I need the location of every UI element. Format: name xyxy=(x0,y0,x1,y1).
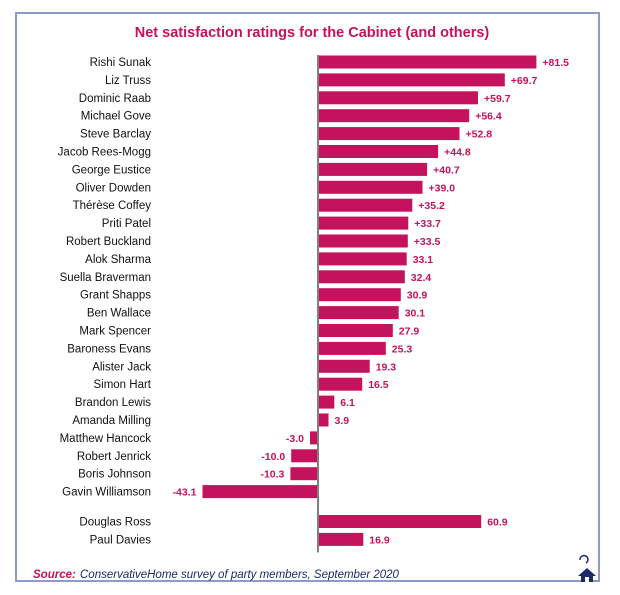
category-label: Brandon Lewis xyxy=(75,397,151,409)
value-label: 33.1 xyxy=(413,254,434,266)
bar xyxy=(318,395,335,409)
value-label: 6.1 xyxy=(340,397,355,409)
category-label: Michael Gove xyxy=(81,111,151,123)
bar xyxy=(318,515,482,528)
bar xyxy=(318,324,393,337)
value-label: 19.3 xyxy=(376,361,397,373)
source-text: ConservativeHome survey of party members… xyxy=(80,569,400,581)
value-label: +33.5 xyxy=(414,236,441,248)
category-label: Mark Spencer xyxy=(79,326,151,338)
category-label: Baroness Evans xyxy=(67,343,151,355)
category-label: Liz Truss xyxy=(105,75,151,87)
bar xyxy=(318,377,363,391)
value-label: -3.0 xyxy=(286,433,304,445)
value-label: +81.5 xyxy=(542,57,569,69)
bar xyxy=(318,359,370,373)
category-label: Dominic Raab xyxy=(79,93,151,105)
category-label: Rishi Sunak xyxy=(90,57,152,69)
value-label: +35.2 xyxy=(418,200,445,212)
bar xyxy=(318,198,413,212)
bar xyxy=(291,449,318,463)
value-label: +40.7 xyxy=(433,164,460,176)
value-label: 16.5 xyxy=(368,379,389,391)
bar xyxy=(318,413,329,427)
value-label: +33.7 xyxy=(414,218,441,230)
value-label: +69.7 xyxy=(511,75,538,87)
value-label: 60.9 xyxy=(487,517,508,529)
bar xyxy=(318,234,408,248)
value-label: +44.8 xyxy=(444,147,471,159)
value-label: +39.0 xyxy=(429,182,456,194)
bar xyxy=(318,162,428,176)
bar xyxy=(318,306,399,320)
category-label: Ben Wallace xyxy=(87,308,151,320)
bar xyxy=(318,91,478,105)
category-label: Oliver Dowden xyxy=(76,182,151,194)
category-label: Alister Jack xyxy=(92,361,151,373)
bar xyxy=(318,270,405,284)
bar xyxy=(318,73,505,87)
value-label: +59.7 xyxy=(484,93,511,105)
category-label: Grant Shapps xyxy=(80,290,151,302)
bar xyxy=(318,145,439,158)
bar xyxy=(202,485,318,499)
category-label: Simon Hart xyxy=(93,379,151,391)
category-label: Suella Braverman xyxy=(60,272,151,284)
bar xyxy=(318,127,460,141)
bar-series: Rishi Sunak +81.5 Liz Truss +69.7 Dominic Ra… xyxy=(58,55,569,546)
category-label: Steve Barclay xyxy=(80,129,151,141)
value-label: 16.9 xyxy=(369,534,390,546)
category-label: Jacob Rees-Mogg xyxy=(58,147,151,159)
value-label: 32.4 xyxy=(411,272,432,284)
bar xyxy=(318,109,470,123)
category-label: Robert Jenrick xyxy=(77,451,151,463)
category-label: George Eustice xyxy=(72,164,151,176)
bar xyxy=(290,467,318,481)
category-label: Gavin Williamson xyxy=(62,487,151,499)
bar xyxy=(310,431,318,445)
bar xyxy=(318,55,537,69)
home-icon xyxy=(578,554,596,582)
category-label: Paul Davies xyxy=(90,534,152,546)
category-label: Alok Sharma xyxy=(85,254,151,266)
category-label: Boris Johnson xyxy=(78,469,151,481)
value-label: +56.4 xyxy=(475,111,502,123)
bar xyxy=(318,180,423,194)
value-label: -10.0 xyxy=(261,451,285,463)
value-label: 30.1 xyxy=(405,308,426,320)
category-label: Amanda Milling xyxy=(72,415,151,427)
category-label: Robert Buckland xyxy=(66,236,151,248)
bar xyxy=(318,252,407,266)
value-label: 25.3 xyxy=(392,343,413,355)
chart-title: Net satisfaction ratings for the Cabinet… xyxy=(135,25,490,41)
bar xyxy=(318,341,386,355)
bar xyxy=(318,216,409,230)
bar xyxy=(318,288,401,302)
value-label: 3.9 xyxy=(335,415,350,427)
value-label: 27.9 xyxy=(399,326,420,338)
bar xyxy=(318,532,364,546)
category-label: Priti Patel xyxy=(102,218,151,230)
value-label: +52.8 xyxy=(466,129,493,141)
value-label: -10.3 xyxy=(260,469,284,481)
value-label: 30.9 xyxy=(407,290,428,302)
category-label: Douglas Ross xyxy=(79,517,151,529)
source-label: Source: xyxy=(33,569,76,581)
value-label: -43.1 xyxy=(173,487,197,499)
category-label: Thérèse Coffey xyxy=(73,200,152,212)
category-label: Matthew Hancock xyxy=(60,433,152,445)
